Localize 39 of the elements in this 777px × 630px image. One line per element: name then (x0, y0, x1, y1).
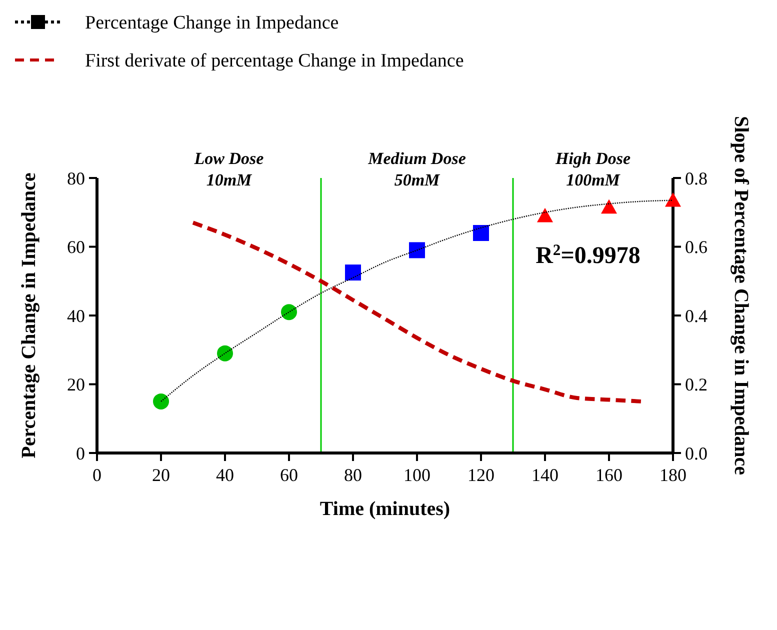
x-tick-label: 180 (660, 465, 686, 485)
annotation: Low Dose 10mM (193, 149, 264, 190)
y-tick-label: 60 (67, 237, 85, 258)
line-series (191, 220, 643, 404)
x-tick-label: 40 (216, 465, 234, 485)
legend-label: First derivate of percentage Change in Impedance (85, 50, 464, 72)
y-tick-label: 20 (67, 374, 85, 395)
x-tick-label: 140 (532, 465, 558, 485)
y-tick-label: 0 (76, 443, 85, 464)
y-axis-title: Percentage Change in Impedance (18, 172, 40, 458)
y2-tick-label: 0.8 (685, 168, 708, 188)
x-tick-label: 160 (596, 465, 622, 485)
y-tick-label: 40 (67, 306, 85, 326)
y2-axis-title: Slope of Percentage Change in Impedance (730, 116, 752, 476)
x-tick-label: 80 (344, 465, 362, 485)
x-tick-label: 20 (152, 465, 170, 485)
y-tick-label: 80 (67, 168, 85, 188)
y2-tick-label: 0.2 (685, 374, 708, 395)
annotation: High Dose 100mM (554, 149, 631, 190)
point (345, 264, 361, 281)
legend-label: Percentage Change in Impedance (85, 12, 339, 34)
x-tick-label: 120 (468, 465, 494, 485)
annotation: Medium Dose 50mM (367, 149, 466, 190)
y2-tick-label: 0.6 (685, 237, 708, 258)
point (537, 208, 553, 222)
y2-tick-label: 0.0 (685, 443, 708, 464)
x-tick-label: 100 (404, 465, 430, 485)
x-tick-label: 0 (92, 465, 102, 485)
x-tick-label: 60 (280, 465, 298, 485)
point (153, 393, 169, 410)
point (409, 242, 425, 258)
y2-tick-label: 0.4 (685, 306, 708, 326)
point (281, 304, 297, 320)
point (217, 345, 233, 362)
annotation: R$^{2}$=0.9978 (536, 242, 640, 269)
x-axis-title: Time (minutes) (320, 498, 450, 520)
point (473, 225, 489, 241)
point (665, 192, 681, 207)
point (601, 199, 617, 214)
